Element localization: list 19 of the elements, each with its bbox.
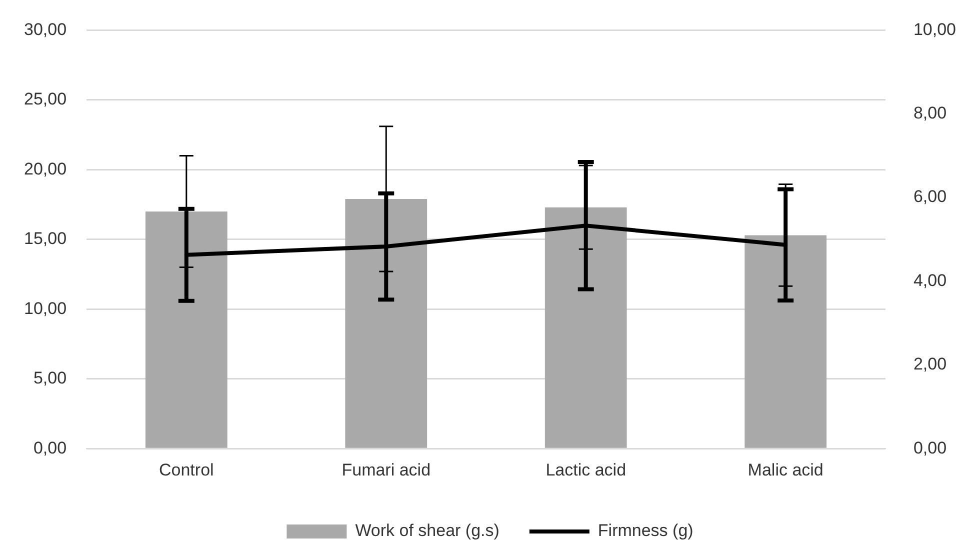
y-tick-label: 25,00 bbox=[24, 90, 67, 109]
y-tick-label: 5,00 bbox=[33, 368, 67, 388]
legend-label: Firmness (g) bbox=[598, 521, 694, 540]
y-tick-label: 10,00 bbox=[24, 298, 67, 318]
y-tick-label: 15,00 bbox=[24, 229, 67, 248]
legend-label: Work of shear (g.s) bbox=[355, 521, 500, 540]
x-tick-label: Fumari acid bbox=[342, 460, 431, 480]
y2-tick-label: 6,00 bbox=[913, 187, 947, 206]
y2-tick-label: 2,00 bbox=[913, 354, 947, 374]
y2-tick-label: 8,00 bbox=[913, 104, 947, 123]
y-tick-label: 20,00 bbox=[24, 159, 67, 178]
y-tick-label: 30,00 bbox=[24, 20, 67, 39]
x-tick-label: Malic acid bbox=[748, 460, 824, 480]
y2-tick-label: 4,00 bbox=[913, 270, 947, 290]
y2-tick-label: 10,00 bbox=[913, 20, 956, 39]
x-tick-label: Control bbox=[159, 460, 214, 480]
y2-tick-label: 0,00 bbox=[913, 438, 947, 458]
x-tick-label: Lactic acid bbox=[546, 460, 626, 480]
y-tick-label: 0,00 bbox=[33, 438, 67, 458]
